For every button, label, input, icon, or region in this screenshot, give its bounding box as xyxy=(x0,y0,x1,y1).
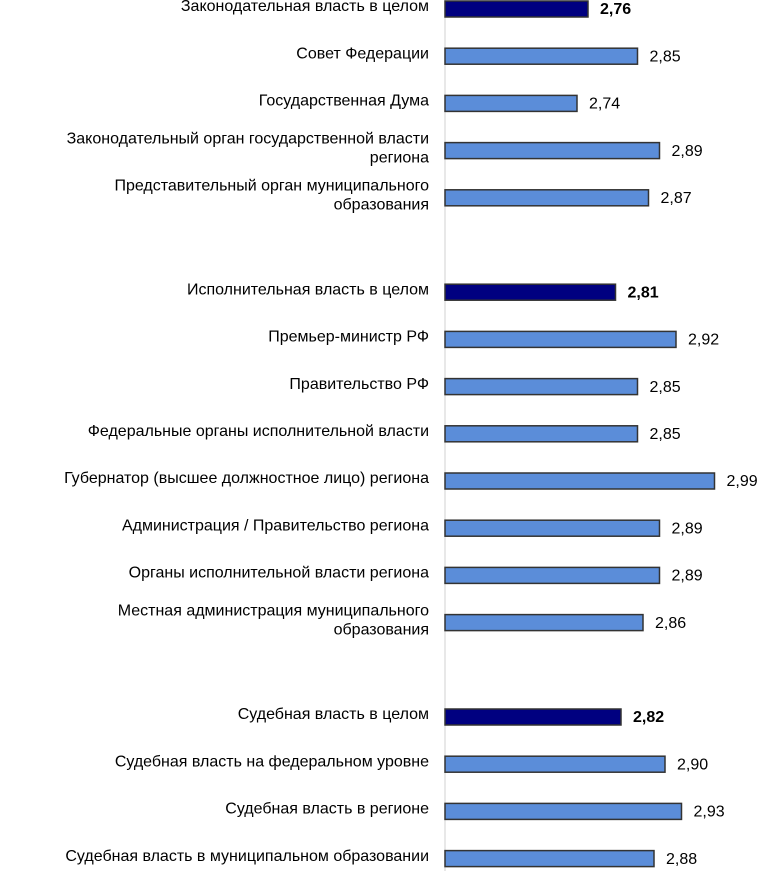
category-label-line: образования xyxy=(334,621,429,638)
bar xyxy=(444,425,639,443)
category-label-line: Государственная Дума xyxy=(259,93,429,110)
data-label: 2,93 xyxy=(694,804,725,821)
category-label: Судебная власть в регионе xyxy=(225,801,429,818)
category-label-line: Судебная власть в регионе xyxy=(225,801,429,818)
category-label: Губернатор (высшее должностное лицо) рег… xyxy=(64,470,429,487)
data-label: 2,85 xyxy=(650,48,681,65)
category-label: Правительство РФ xyxy=(289,376,429,393)
category-label-line: Представительный орган муниципального xyxy=(114,178,429,195)
category-label: Государственная Дума xyxy=(259,93,429,110)
bar xyxy=(444,613,644,632)
data-label: 2,76 xyxy=(600,1,631,18)
category-label-line: региона xyxy=(370,149,429,166)
summary-bar xyxy=(444,708,622,726)
category-label-line: Законодательный орган государственной вл… xyxy=(67,130,429,147)
category-label-line: Совет Федерации xyxy=(296,45,429,62)
summary-bar xyxy=(444,0,589,18)
category-label-line: Местная администрация муниципального xyxy=(118,602,429,619)
bar xyxy=(444,94,578,113)
data-label: 2,89 xyxy=(672,520,703,537)
category-label-line: Судебная власть в муниципальном образова… xyxy=(65,848,429,865)
bar xyxy=(444,566,661,585)
data-label: 2,88 xyxy=(666,851,697,868)
category-label: Судебная власть в муниципальном образова… xyxy=(65,848,429,865)
bar xyxy=(444,330,677,349)
bar xyxy=(444,755,666,773)
category-label: Местная администрация муниципального обра… xyxy=(118,602,429,638)
bar xyxy=(444,47,639,65)
data-label: 2,87 xyxy=(661,190,692,207)
data-label: 2,82 xyxy=(633,709,664,726)
category-label: Судебная власть в целом xyxy=(238,706,429,723)
category-label: Органы исполнительной власти региона xyxy=(129,565,429,582)
data-label: 2,85 xyxy=(650,426,681,443)
category-label-line: Губернатор (высшее должностное лицо) рег… xyxy=(64,470,429,487)
category-label: Премьер-министр РФ xyxy=(268,329,429,346)
data-label: 2,85 xyxy=(650,379,681,396)
category-label-line: Премьер-министр РФ xyxy=(268,329,429,346)
category-label-line: Органы исполнительной власти региона xyxy=(129,565,429,582)
bar xyxy=(444,189,650,207)
category-label: Судебная власть на федеральном уровне xyxy=(115,753,429,770)
category-label: Исполнительная власть в целом xyxy=(187,281,429,298)
data-label: 2,74 xyxy=(589,96,620,113)
data-label: 2,89 xyxy=(672,568,703,585)
bar xyxy=(444,802,683,821)
category-label: Представительный орган муниципального обр… xyxy=(114,178,429,214)
data-label: 2,86 xyxy=(655,615,686,632)
category-label: Законодательный орган государственной вл… xyxy=(67,130,429,166)
category-label-line: Исполнительная власть в целом xyxy=(187,281,429,298)
category-label: Законодательная власть в целом xyxy=(181,0,429,15)
category-label: Федеральные органы исполнительной власти xyxy=(88,423,429,440)
bar xyxy=(444,472,716,490)
summary-bar xyxy=(444,283,617,301)
category-label-line: Правительство РФ xyxy=(289,376,429,393)
category-label: Совет Федерации xyxy=(296,45,429,62)
data-label: 2,89 xyxy=(672,143,703,160)
data-label: 2,81 xyxy=(628,284,659,301)
category-label-line: Законодательная власть в целом xyxy=(181,0,429,15)
category-label-line: Федеральные органы исполнительной власти xyxy=(88,423,429,440)
category-label-line: Судебная власть в целом xyxy=(238,706,429,723)
bar xyxy=(444,141,661,160)
bar xyxy=(444,377,639,396)
bar xyxy=(444,849,655,868)
category-label-line: Администрация / Правительство региона xyxy=(122,517,429,534)
category-label: Администрация / Правительство региона xyxy=(122,517,429,534)
data-label: 2,90 xyxy=(677,756,708,773)
category-label-line: образования xyxy=(334,197,429,214)
data-label: 2,92 xyxy=(688,332,719,349)
bar xyxy=(444,519,661,537)
category-label-line: Судебная власть на федеральном уровне xyxy=(115,753,429,770)
data-label: 2,99 xyxy=(727,473,758,490)
